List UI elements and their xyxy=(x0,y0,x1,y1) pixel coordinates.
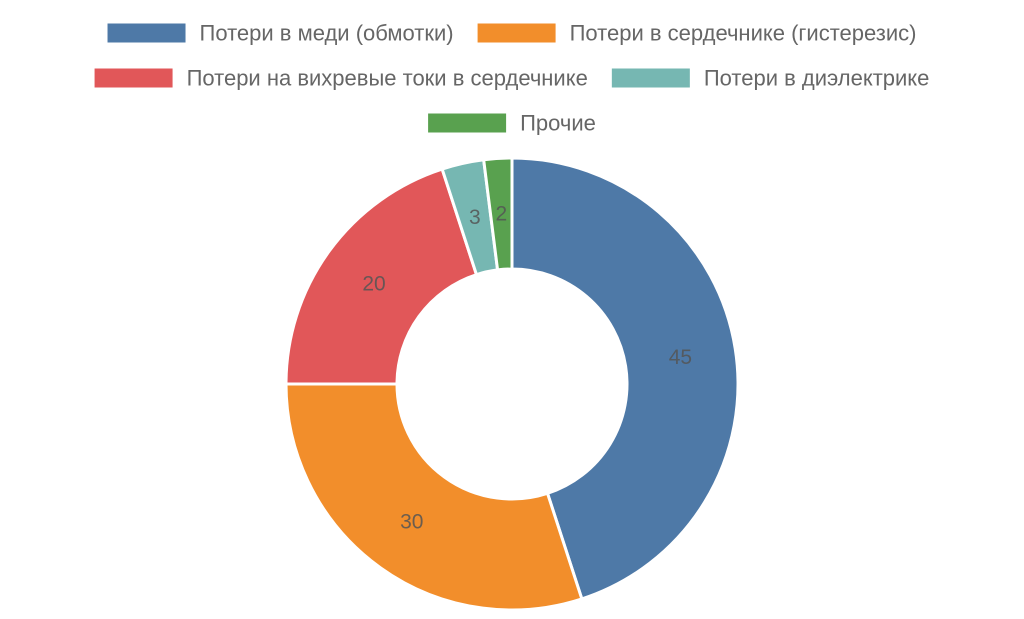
data-label: 3 xyxy=(469,206,481,229)
slice[interactable] xyxy=(284,167,479,386)
legend-swatch xyxy=(107,23,186,43)
slice[interactable] xyxy=(510,156,740,601)
legend-item[interactable]: Потери в диэлектрике xyxy=(611,66,930,91)
legend-swatch xyxy=(611,68,690,88)
slice[interactable] xyxy=(284,382,584,612)
legend-item[interactable]: Потери в меди (обмотки) xyxy=(107,21,454,46)
data-label: 2 xyxy=(495,202,507,225)
slices xyxy=(284,156,740,612)
legend-label: Потери в диэлектрике xyxy=(704,66,930,91)
legend-label: Потери в меди (обмотки) xyxy=(200,21,454,46)
data-label: 30 xyxy=(400,510,423,533)
legend-swatch xyxy=(477,23,556,43)
legend: Потери в меди (обмотки) Потери в сердечни… xyxy=(94,21,930,136)
data-labels: 45 30 20 3 2 xyxy=(362,202,692,533)
data-label: 20 xyxy=(362,272,385,295)
legend-label: Прочие xyxy=(520,111,596,136)
slice[interactable] xyxy=(481,156,514,272)
legend-item[interactable]: Прочие xyxy=(428,111,596,136)
data-label: 45 xyxy=(669,346,692,369)
legend-item[interactable]: Потери на вихревые токи в сердечнике xyxy=(94,66,588,91)
legend-item[interactable]: Потери в сердечнике (гистерезис) xyxy=(477,21,917,46)
legend-swatch xyxy=(94,68,173,88)
legend-label: Потери в сердечнике (гистерезис) xyxy=(570,21,917,46)
legend-label: Потери на вихревые токи в сердечнике xyxy=(187,66,588,91)
legend-swatch xyxy=(428,113,507,133)
